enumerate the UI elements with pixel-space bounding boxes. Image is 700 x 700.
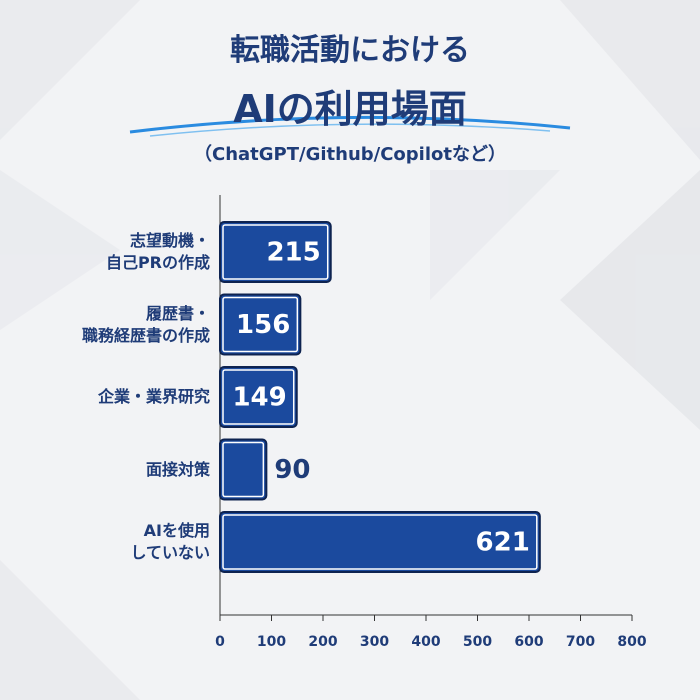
title-swoosh	[149, 123, 551, 137]
value-label: 90	[274, 455, 310, 485]
title-swoosh	[129, 115, 571, 134]
category-label: 志望動機・ 自己PRの作成	[105, 231, 210, 272]
x-tick-label: 100	[257, 634, 286, 650]
bar	[219, 221, 332, 283]
bar	[219, 366, 298, 428]
x-tick-label: 200	[308, 634, 337, 650]
category-label: 面接対策	[145, 459, 210, 479]
chart-title: 転職活動における AIの利用場面	[230, 33, 470, 131]
bar	[219, 293, 302, 356]
x-tick-label: 0	[215, 634, 225, 650]
value-label: 156	[236, 310, 290, 340]
bar-border	[222, 369, 295, 425]
x-tick-label: 300	[360, 634, 389, 650]
bar-border	[222, 296, 299, 353]
bar	[219, 511, 541, 573]
category-label: AIを使用 していない	[130, 521, 210, 562]
category-label: 企業・業界研究	[97, 387, 210, 406]
x-tick-label: 500	[463, 634, 492, 650]
x-tick-label: 400	[411, 634, 440, 650]
bar	[219, 438, 268, 501]
bar-border	[222, 224, 329, 280]
value-label: 215	[266, 238, 320, 268]
bar-border	[222, 441, 265, 498]
x-tick-label: 800	[617, 634, 646, 650]
x-tick-label: 600	[514, 634, 543, 650]
value-label: 149	[232, 383, 286, 413]
x-tick-label: 700	[566, 634, 595, 650]
bar-border	[222, 514, 538, 570]
chart-subtitle: （ChatGPT/Github/Copilotなど）	[193, 144, 506, 165]
value-label: 621	[476, 528, 530, 558]
category-label: 履歴書・ 職務経歴書の作成	[81, 303, 210, 345]
